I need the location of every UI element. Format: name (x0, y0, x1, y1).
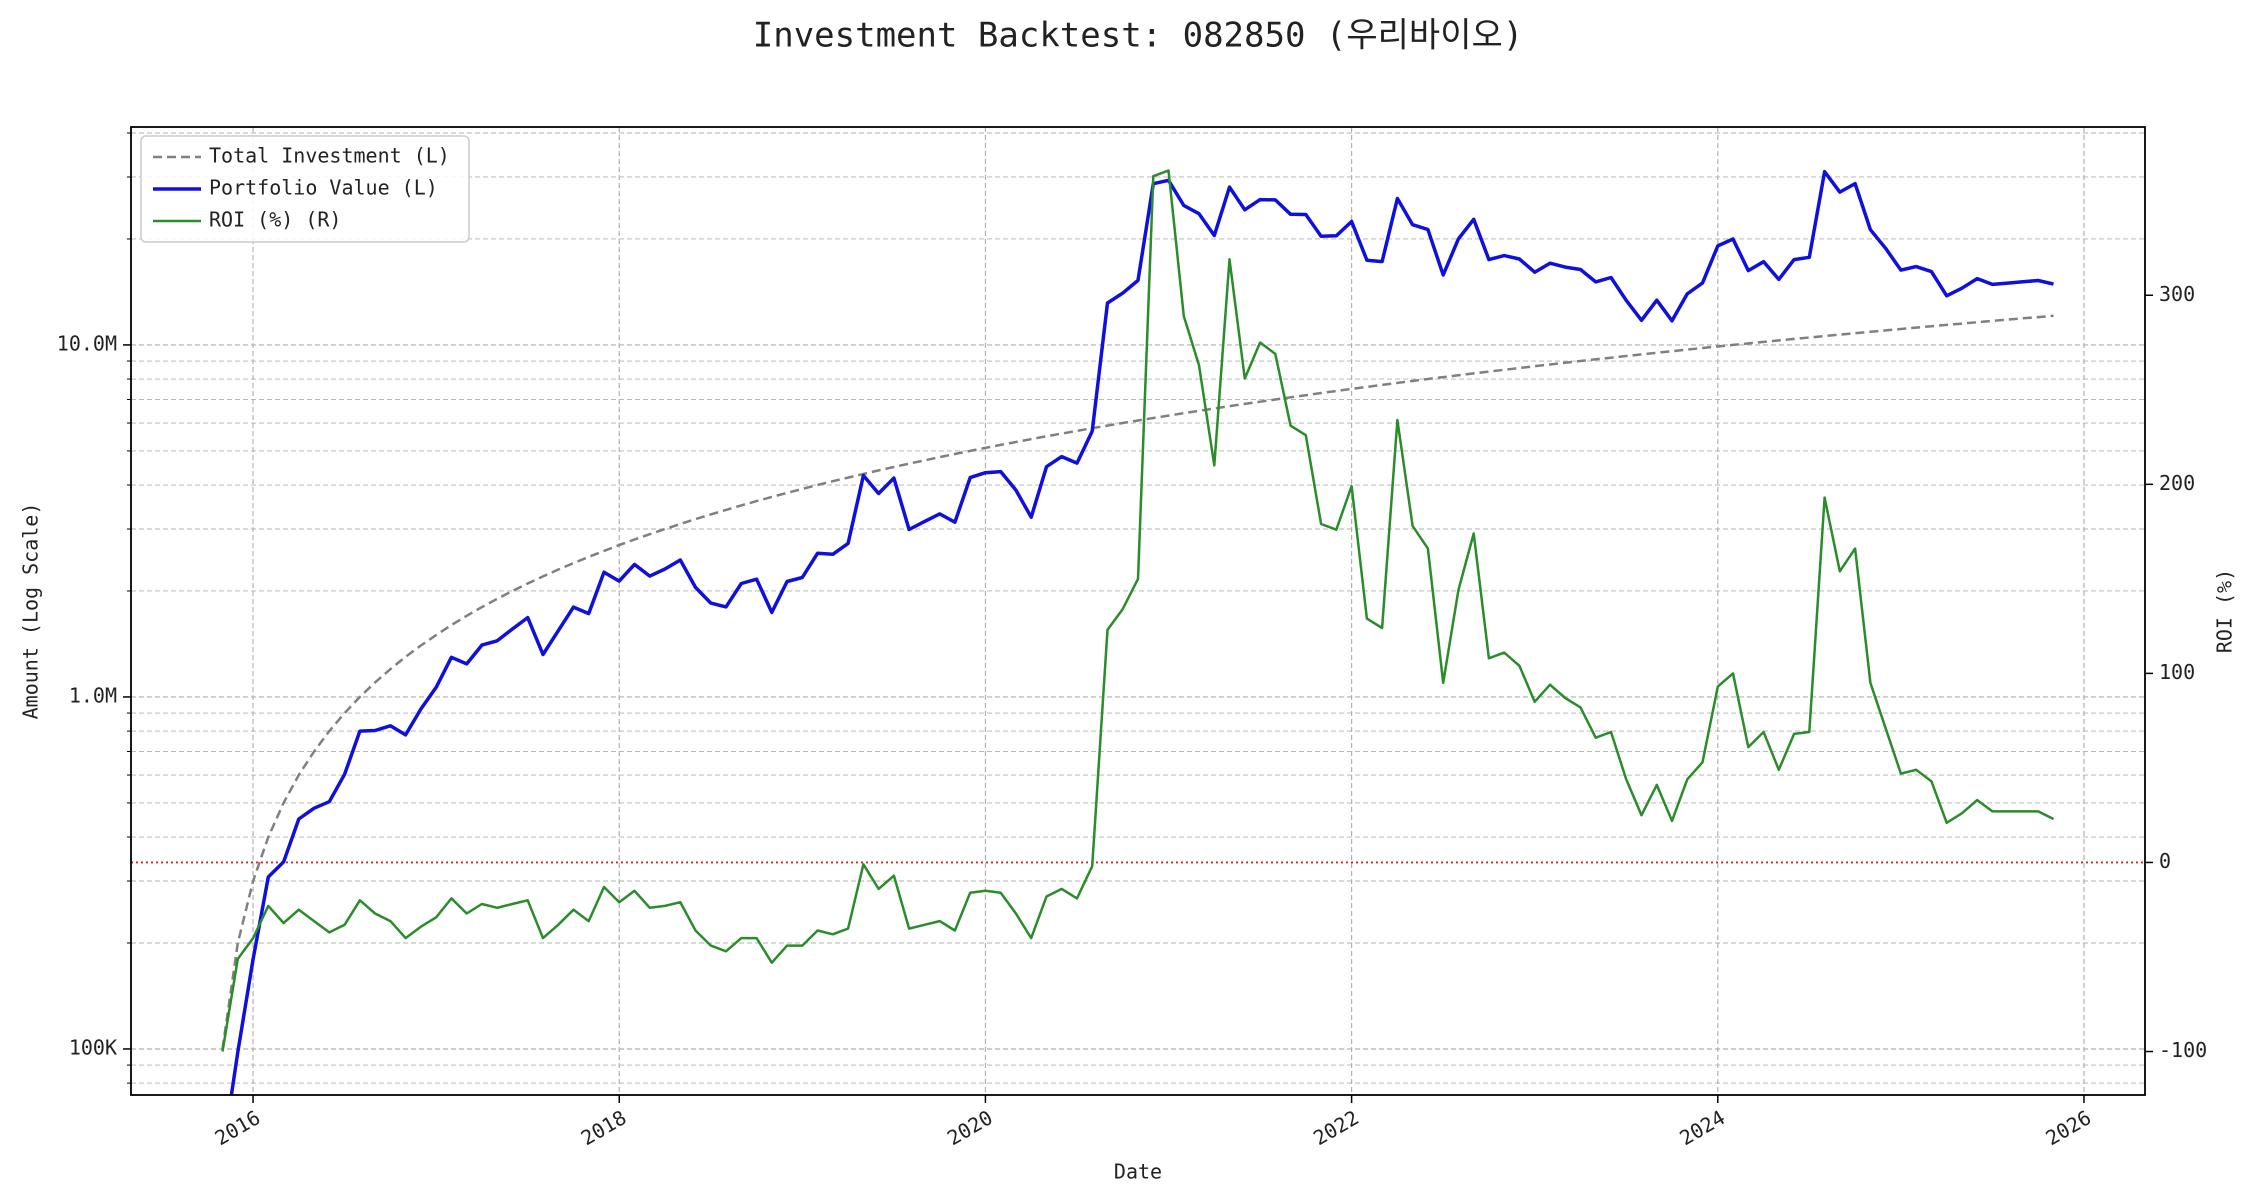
y2-tick-label: 300 (2159, 282, 2195, 306)
y2-tick-label: 100 (2159, 660, 2195, 684)
legend-box (140, 135, 470, 243)
y2-axis-label: ROI (%) (2213, 569, 2237, 653)
y2-tick-label: 200 (2159, 471, 2195, 495)
plot-area (221, 169, 2055, 1095)
legend-label: Portfolio Value (L) (209, 176, 438, 200)
series-line (229, 169, 2054, 1095)
y2-tick-label: -100 (2159, 1038, 2207, 1062)
y-tick-label: 100K (69, 1035, 117, 1059)
chart-title: Investment Backtest: 082850 (우리바이오) (753, 16, 1524, 56)
y-axis-label: Amount (Log Scale) (19, 503, 43, 720)
y-tick-label: 10.0M (57, 331, 117, 355)
x-axis-label: Date (1114, 1160, 1162, 1184)
legend-label: ROI (%) (R) (209, 208, 341, 232)
legend-label: Total Investment (L) (209, 144, 450, 168)
plot-frame (130, 126, 2146, 1096)
y-tick-label: 1.0M (69, 683, 117, 707)
series-line (221, 169, 2055, 1052)
y2-tick-label: 0 (2159, 849, 2171, 873)
series-line (221, 314, 2054, 1050)
